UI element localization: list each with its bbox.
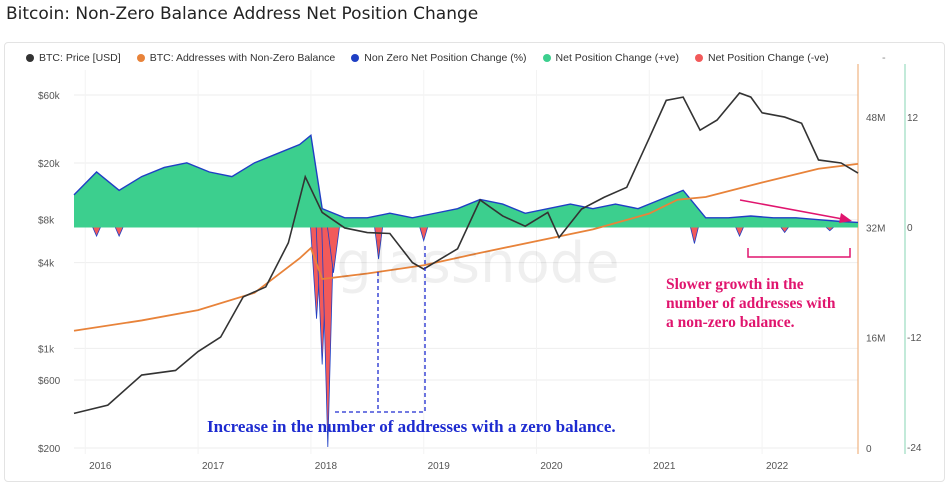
y-mid-tick-label: 0 <box>866 444 872 455</box>
annotation-zero-balance: Increase in the number of addresses with… <box>207 417 616 436</box>
y-left-tick-label: $8k <box>38 216 55 227</box>
x-tick-label: 2019 <box>428 461 451 472</box>
net-change-negative-spike <box>689 226 699 244</box>
x-tick-label: 2018 <box>315 461 338 472</box>
legend-item-addresses[interactable]: BTC: Addresses with Non-Zero Balance <box>136 52 336 64</box>
annotation-arrowhead <box>839 213 852 223</box>
x-tick-label: 2020 <box>540 461 563 472</box>
annotation-bracket <box>747 248 851 258</box>
legend-item-price[interactable]: BTC: Price [USD] <box>26 52 121 64</box>
legend-item-positive[interactable]: Net Position Change (+ve) <box>542 52 679 64</box>
y-left-tick-label: $20k <box>38 159 61 170</box>
net-change-negative-spike <box>779 226 790 234</box>
legend-item-negative[interactable]: Net Position Change (-ve) <box>694 52 829 64</box>
net-change-negative-spike <box>824 226 835 232</box>
y-right-tick-label: -12 <box>907 333 922 344</box>
x-tick-label: 2021 <box>653 461 676 472</box>
y-left-tick-label: $4k <box>38 259 55 270</box>
legend-label-positive: Net Position Change (+ve) <box>555 52 679 64</box>
annotation-arrow <box>739 199 849 221</box>
chart-frame <box>4 42 945 482</box>
pct-change-line <box>73 134 859 224</box>
net-change-negative-spike <box>91 226 102 238</box>
legend-label-pct-change: Non Zero Net Position Change (%) <box>364 52 527 64</box>
annotation-slower-growth-line: number of addresses with <box>666 295 836 312</box>
y-right-tick-label: -24 <box>907 443 922 454</box>
y-left-tick-label: $600 <box>38 376 61 387</box>
legend-dot-pct-change <box>351 54 360 62</box>
net-change-positive-area <box>74 135 858 227</box>
y-right-tick-label: 0 <box>907 223 913 234</box>
net-change-negative-spike <box>734 226 745 238</box>
legend-label-addresses: BTC: Addresses with Non-Zero Balance <box>149 52 336 64</box>
y-mid-tick-label: 48M <box>866 113 885 124</box>
x-tick-label: 2016 <box>89 461 112 472</box>
y-left-tick-label: $200 <box>38 444 61 455</box>
y-right-tick-label: 12 <box>907 113 919 124</box>
legend-dot-addresses <box>136 54 145 62</box>
legend-more: - <box>882 52 886 64</box>
annotation-slower-growth-line: Slower growth in the <box>666 276 804 293</box>
legend-dot-positive <box>542 54 551 62</box>
chart-legend: BTC: Price [USD] BTC: Addresses with Non… <box>26 52 829 64</box>
y-mid-tick-label: 32M <box>866 223 885 234</box>
annotation-slower-growth-line: a non-zero balance. <box>666 314 795 331</box>
x-tick-label: 2017 <box>202 461 225 472</box>
legend-item-pct-change[interactable]: Non Zero Net Position Change (%) <box>351 52 527 64</box>
price-line <box>73 92 859 415</box>
legend-dot-price <box>26 54 34 62</box>
y-mid-tick-label: 16M <box>866 334 885 345</box>
y-left-tick-label: $1k <box>38 344 55 355</box>
legend-dot-negative <box>694 54 703 62</box>
y-left-tick-label: $60k <box>38 91 61 102</box>
legend-label-price: BTC: Price [USD] <box>39 52 121 64</box>
watermark: glassnode <box>336 231 620 296</box>
x-tick-label: 2022 <box>766 461 789 472</box>
net-change-negative-spike <box>114 226 124 238</box>
legend-label-negative: Net Position Change (-ve) <box>707 52 829 64</box>
chart-title: Bitcoin: Non-Zero Balance Address Net Po… <box>6 4 479 24</box>
